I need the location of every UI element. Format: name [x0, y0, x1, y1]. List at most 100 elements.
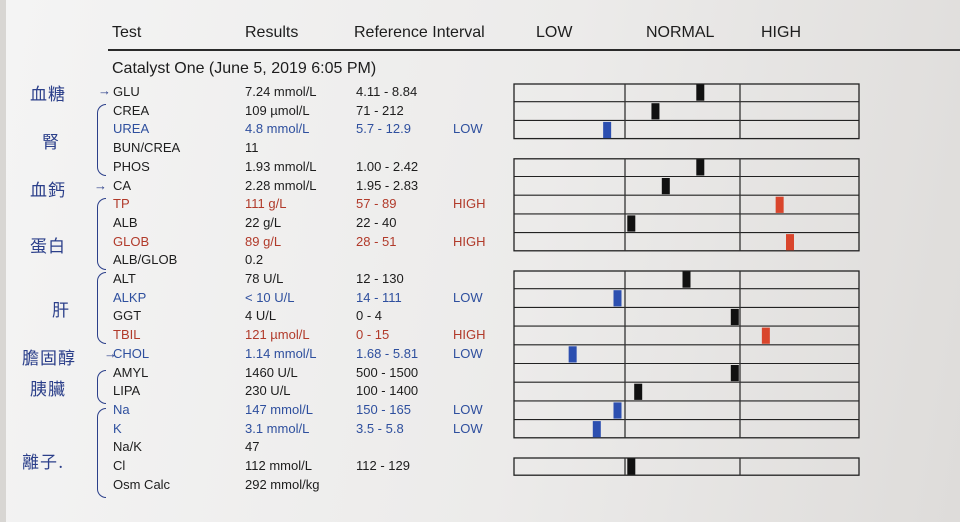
result-marker [730, 308, 739, 326]
row-test: GGT [113, 308, 142, 324]
brace-pancreas-icon [97, 370, 106, 404]
row-result: 2.28 mmol/L [245, 177, 317, 193]
row-result: 109 µmol/L [245, 102, 310, 118]
row-result: 1.14 mmol/L [245, 345, 317, 361]
header-low: LOW [536, 24, 573, 41]
row-flag: LOW [453, 345, 483, 361]
result-marker [761, 327, 770, 344]
row-result: 11 [245, 140, 259, 156]
row-result: 1.93 mmol/L [245, 158, 317, 174]
row-ref: 14 - 111 [356, 289, 402, 305]
annotation-glucose: 血糖 [30, 85, 66, 105]
row-ref: 1.68 - 5.81 [356, 345, 419, 361]
annotation-calcium: 血鈣 [30, 181, 66, 201]
brace-liver-icon [97, 272, 106, 344]
result-marker [696, 159, 705, 176]
row-ref: 0 - 4 [356, 308, 383, 324]
result-marker [730, 365, 739, 382]
paper-edge [0, 0, 6, 522]
row-ref: 1.00 - 2.42 [356, 158, 419, 174]
result-marker [775, 196, 784, 213]
row-result: 0.2 [245, 252, 264, 268]
row-test: ALB/GLOB [113, 252, 178, 268]
result-marker [651, 103, 660, 120]
bar-group-frame [513, 158, 860, 252]
annotation-protein: 蛋白 [30, 237, 66, 257]
row-test: TP [113, 196, 130, 212]
row-ref: 22 - 40 [356, 214, 397, 230]
row-ref: 12 - 130 [356, 271, 404, 286]
bar-group-frame [513, 83, 860, 140]
row-result: 7.24 mmol/L [245, 84, 317, 99]
row-ref: 57 - 89 [356, 196, 397, 212]
row-test: K [113, 420, 122, 436]
row-result: 4.8 mmol/L [245, 121, 310, 137]
row-test: ALT [113, 271, 136, 286]
row-test: PHOS [113, 158, 150, 174]
result-marker [634, 383, 643, 400]
annotation-cholesterol: 膽固醇 [22, 349, 76, 369]
result-marker [786, 234, 794, 251]
result-marker [627, 215, 636, 232]
header-results: Results [245, 24, 299, 41]
annotation-ions: 離子. [22, 453, 65, 473]
row-ref: 112 - 129 [356, 458, 410, 473]
row-test: GLU [113, 84, 140, 99]
arrow-cholesterol-icon: → [104, 346, 117, 361]
row-result: < 10 U/L [245, 289, 295, 305]
arrow-calcium-icon: → [94, 178, 107, 193]
row-result: 147 mmol/L [245, 401, 313, 417]
row-test: GLOB [113, 233, 150, 249]
result-marker [696, 84, 705, 101]
annotation-pancreas: 胰臟 [30, 380, 66, 400]
result-marker [603, 121, 612, 139]
row-flag: LOW [453, 420, 483, 436]
header-high: HIGH [761, 24, 801, 41]
row-result: 78 U/L [245, 271, 284, 286]
row-ref: 0 - 15 [356, 327, 390, 343]
row-flag: LOW [453, 401, 483, 417]
row-test: TBIL [113, 327, 141, 343]
row-test: BUN/CREA [113, 140, 181, 156]
header-rule [108, 49, 960, 51]
row-flag: LOW [453, 289, 483, 305]
row-ref: 500 - 1500 [356, 364, 419, 380]
row-test: Na/K [113, 439, 142, 455]
brace-protein-icon [97, 198, 106, 270]
row-ref: 100 - 1400 [356, 383, 419, 399]
row-test: CREA [113, 102, 150, 118]
row-test: ALB [113, 214, 138, 230]
row-test: Na [113, 401, 130, 417]
row-ref: 150 - 165 [356, 401, 411, 417]
arrow-glucose-icon: → [98, 83, 111, 98]
result-marker [613, 290, 622, 307]
header-normal: NORMAL [646, 24, 715, 41]
row-flag: HIGH [453, 196, 486, 212]
row-flag: LOW [453, 121, 483, 137]
row-ref: 1.95 - 2.83 [356, 177, 419, 193]
brace-kidney-icon [97, 104, 106, 176]
row-result: 47 [245, 439, 260, 455]
row-result: 230 U/L [245, 383, 291, 399]
bar-group-frame [513, 270, 860, 439]
row-test: AMYL [113, 364, 149, 380]
annotation-kidney: 腎 [42, 133, 60, 153]
bar-group-frame [513, 457, 860, 476]
row-result: 89 g/L [245, 233, 282, 249]
header-test: Test [112, 24, 142, 41]
row-ref: 4.11 - 8.84 [356, 84, 418, 99]
row-flag: HIGH [453, 233, 486, 249]
row-result: 121 µmol/L [245, 327, 310, 343]
row-flag: HIGH [453, 327, 486, 343]
result-marker [568, 346, 577, 363]
row-ref: 5.7 - 12.9 [356, 121, 411, 137]
annotation-liver: 肝 [52, 301, 70, 321]
row-result: 111 g/L [245, 196, 287, 212]
result-marker [627, 458, 636, 475]
row-test: Cl [113, 458, 126, 473]
analyzer-title: Catalyst One (June 5, 2019 6:05 PM) [112, 60, 377, 77]
result-marker [682, 271, 691, 288]
row-result: 3.1 mmol/L [245, 420, 310, 436]
brace-ions-icon [97, 408, 106, 498]
